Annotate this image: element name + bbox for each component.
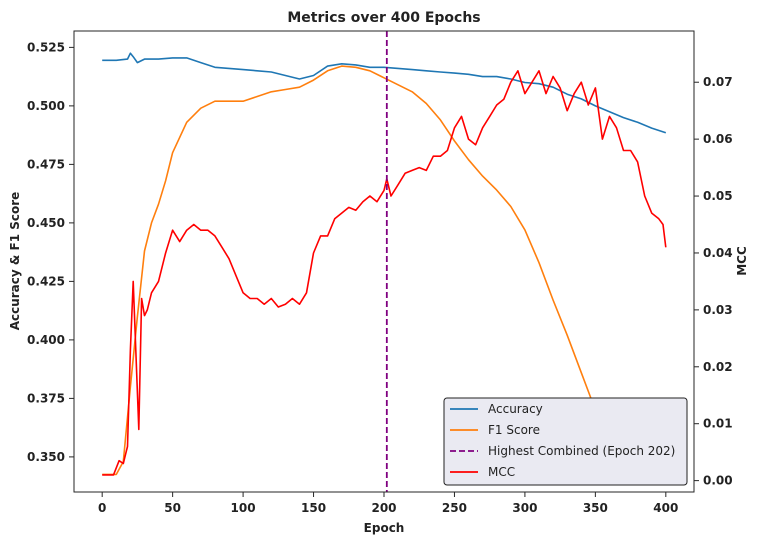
y-right-tick-label: 0.03 (703, 303, 733, 317)
legend-label: Highest Combined (Epoch 202) (488, 444, 675, 458)
x-tick-label: 0 (98, 501, 106, 515)
x-tick-label: 50 (164, 501, 181, 515)
series-layer (102, 52, 667, 476)
y-left-tick-label: 0.525 (27, 40, 65, 54)
y-right-tick-label: 0.04 (703, 246, 733, 260)
y-right-tick-label: 0.01 (703, 417, 733, 431)
y-axis-left-title: Accuracy & F1 Score (8, 192, 22, 331)
series-line-f1-score (102, 65, 666, 476)
x-tick-label: 400 (653, 501, 678, 515)
legend-frame (443, 397, 688, 486)
legend-label: MCC (488, 465, 515, 479)
x-tick-label: 250 (442, 501, 467, 515)
y-right-tick-label: 0.00 (703, 474, 733, 488)
y-right-tick-label: 0.05 (703, 189, 733, 203)
y-axis-left: 0.350 0.375 0.400 0.425 0.450 0.475 0.500 0.525 (27, 40, 74, 464)
y-left-tick-label: 0.475 (27, 157, 65, 171)
y-left-tick-label: 0.400 (27, 333, 65, 347)
y-left-tick-label: 0.500 (27, 99, 65, 113)
x-tick-label: 300 (512, 501, 537, 515)
x-tick-label: 100 (231, 501, 256, 515)
y-left-tick-label: 0.350 (27, 450, 65, 464)
x-tick-label: 350 (583, 501, 608, 515)
y-left-tick-label: 0.425 (27, 274, 65, 288)
y-left-tick-label: 0.450 (27, 216, 65, 230)
legend: Accuracy F1 Score Highest Combined (Epoch … (443, 397, 688, 486)
x-axis: 0 50 100 150 200 250 300 350 400 (98, 492, 678, 515)
y-right-tick-label: 0.07 (703, 75, 733, 89)
x-tick-label: 150 (301, 501, 326, 515)
y-right-tick-label: 0.02 (703, 360, 733, 374)
series-line-accuracy (102, 52, 667, 134)
y-left-tick-label: 0.375 (27, 391, 65, 405)
legend-label: Accuracy (488, 402, 543, 416)
y-axis-right-title: MCC (735, 246, 749, 276)
x-axis-title: Epoch (364, 521, 405, 535)
series-line-mcc (102, 70, 667, 476)
y-right-tick-label: 0.06 (703, 132, 733, 146)
y-axis-right: 0.00 0.01 0.02 0.03 0.04 0.05 0.06 0.07 (694, 75, 733, 488)
legend-label: F1 Score (488, 423, 540, 437)
chart-title: Metrics over 400 Epochs (287, 10, 480, 26)
x-tick-label: 200 (371, 501, 396, 515)
